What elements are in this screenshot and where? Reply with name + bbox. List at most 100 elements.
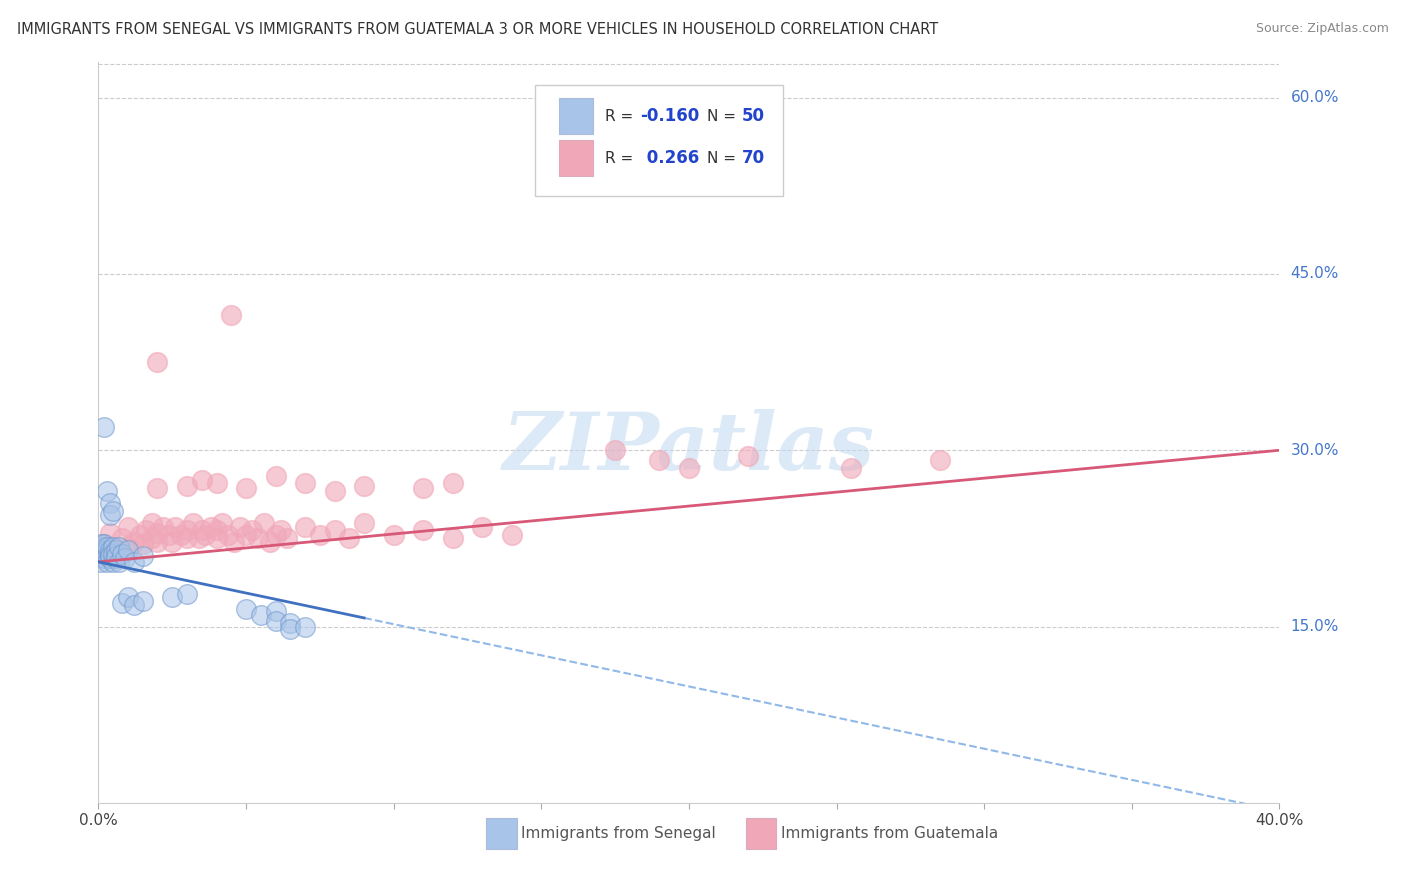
Point [96,484,118,499]
Point [96,549,118,563]
Text: Immigrants from Senegal: Immigrants from Senegal [522,826,716,840]
Point [146,355,169,369]
Text: ZIPatlas: ZIPatlas [503,409,875,486]
Point [259,535,281,549]
Point [93,537,115,551]
Point [146,481,169,495]
Point [205,476,228,491]
Point [90,543,112,558]
Point [96,543,118,558]
Point [117,519,139,533]
Text: 45.0%: 45.0% [1291,267,1339,282]
Point [205,523,228,537]
Point [98,543,121,558]
Point [122,555,145,569]
Point [605,443,627,458]
Point [270,523,292,537]
Point [294,476,316,491]
Point [246,532,269,546]
Point [194,528,217,542]
Point [264,604,287,618]
Point [162,535,183,549]
Point [648,452,671,467]
Point [240,523,263,537]
Text: 15.0%: 15.0% [1291,619,1339,634]
Point [294,619,316,633]
Point [191,523,214,537]
Point [280,622,302,636]
Text: -0.160: -0.160 [641,107,700,125]
Point [117,540,139,554]
Text: R =: R = [605,109,638,124]
Point [339,532,361,546]
Point [678,461,700,475]
Text: Source: ZipAtlas.com: Source: ZipAtlas.com [1256,22,1389,36]
Text: N =: N = [707,109,741,124]
Point [103,555,125,569]
Point [221,308,243,322]
Point [250,607,273,622]
Point [103,547,125,561]
Text: 30.0%: 30.0% [1291,442,1339,458]
Point [264,614,287,628]
Point [146,525,169,540]
Point [382,528,405,542]
Point [181,516,204,530]
FancyBboxPatch shape [486,818,516,848]
Point [323,484,346,499]
Point [105,549,128,563]
Point [108,540,131,554]
Point [157,528,180,542]
Point [229,519,252,533]
Point [294,519,316,533]
Point [217,528,239,542]
Point [103,540,125,554]
Point [93,540,115,554]
Text: 0.266: 0.266 [641,149,699,168]
Point [146,535,169,549]
Point [441,476,464,491]
Point [162,590,183,604]
Point [323,523,346,537]
Point [117,590,139,604]
Point [205,532,228,546]
Point [93,551,115,566]
Point [111,547,134,561]
Point [114,551,136,566]
Point [441,532,464,546]
Point [98,525,121,540]
Point [103,504,125,518]
Point [141,516,163,530]
Point [264,469,287,483]
Text: 70: 70 [742,149,765,168]
Point [90,537,112,551]
Point [90,549,112,563]
Text: N =: N = [707,151,741,166]
Point [235,481,257,495]
Point [135,523,157,537]
Point [187,532,209,546]
Point [141,532,163,546]
Point [98,508,121,522]
FancyBboxPatch shape [560,140,593,177]
Point [132,549,155,563]
Text: IMMIGRANTS FROM SENEGAL VS IMMIGRANTS FROM GUATEMALA 3 OR MORE VEHICLES IN HOUSE: IMMIGRANTS FROM SENEGAL VS IMMIGRANTS FR… [17,22,938,37]
Point [152,519,174,533]
Point [235,528,257,542]
Point [98,547,121,561]
Point [412,523,434,537]
Point [117,543,139,558]
Point [98,496,121,510]
Point [253,516,276,530]
Point [98,549,121,563]
Point [309,528,332,542]
Point [280,615,302,630]
Point [353,516,375,530]
Point [176,478,198,492]
Point [929,452,952,467]
Point [471,519,494,533]
Point [93,537,115,551]
Point [191,473,214,487]
Point [105,543,128,558]
Text: R =: R = [605,151,638,166]
